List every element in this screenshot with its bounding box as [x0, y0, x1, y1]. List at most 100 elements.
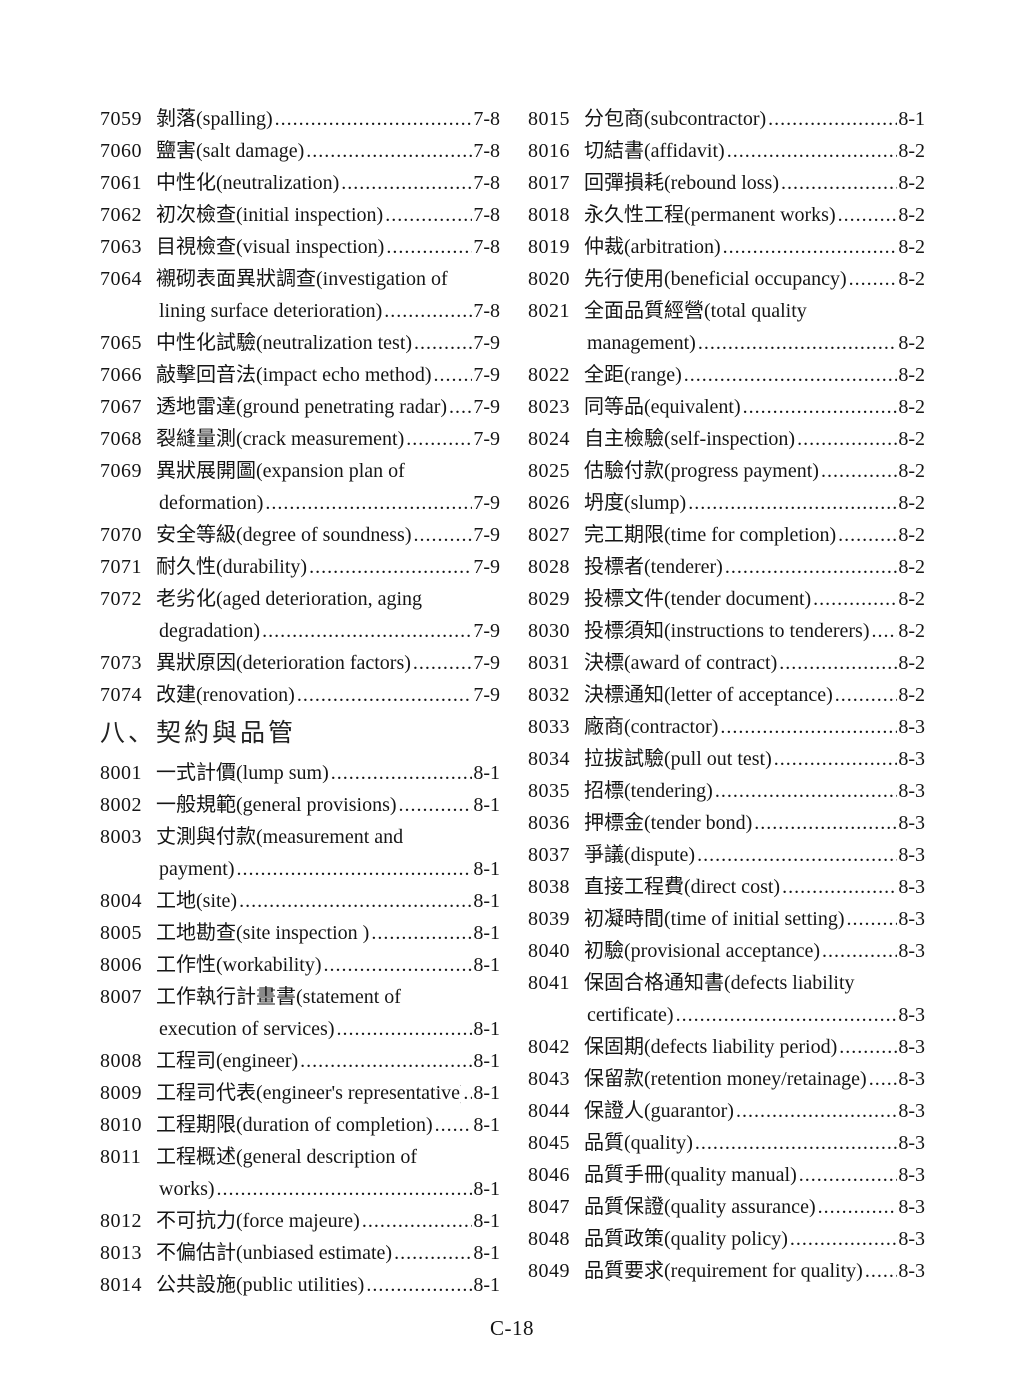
- entry-body: 爭議(dispute) 8-3: [584, 839, 925, 871]
- entry-body: 品質政策(quality policy) 8-3: [584, 1223, 925, 1255]
- entry-page: 7-9: [473, 364, 500, 386]
- dot-leader: [836, 199, 898, 231]
- entry-body: 直接工程費(direct cost) 8-3: [584, 871, 925, 903]
- entry-number: 7070: [100, 524, 142, 546]
- entry-body: 品質手冊(quality manual) 8-3: [584, 1159, 925, 1191]
- entry-line: 工地(site) 8-1: [156, 885, 500, 917]
- entry-term: 仲裁(arbitration): [584, 236, 721, 258]
- dot-leader: [237, 885, 472, 917]
- entry-page: 7-9: [473, 492, 500, 514]
- entry-line: 品質要求(requirement for quality) 8-3: [584, 1255, 925, 1287]
- entry-term: 品質(quality): [584, 1132, 693, 1154]
- entry-term: 坍度(slump): [584, 492, 687, 514]
- entry-number: 8006: [100, 954, 142, 976]
- dot-leader: [845, 903, 898, 935]
- entry-number: 7069: [100, 460, 142, 482]
- entry-number: 8039: [528, 908, 570, 930]
- entry-number: 8013: [100, 1242, 142, 1264]
- index-entry: 8004 工地(site) 8-1: [100, 885, 500, 917]
- dot-leader: [360, 1205, 473, 1237]
- entry-page: 8-2: [898, 204, 925, 226]
- entry-body: 剝落(spalling) 7-8: [156, 103, 500, 135]
- index-entry: 8012 不可抗力(force majeure) 8-1: [100, 1205, 500, 1237]
- entry-page: 7-9: [473, 332, 500, 354]
- entry-number: 8002: [100, 794, 142, 816]
- entry-page: 8-1: [473, 1274, 500, 1296]
- entry-line: 決標(award of contract) 8-2: [584, 647, 925, 679]
- entry-line: 全面品質經營(total quality: [584, 295, 925, 327]
- index-entry: 7068 裂縫量測(crack measurement) 7-9: [100, 423, 500, 455]
- dot-leader: [833, 679, 898, 711]
- entry-page: 8-3: [898, 844, 925, 866]
- dot-leader: [322, 949, 473, 981]
- entry-page: 7-9: [473, 524, 500, 546]
- entry-term: 保證人(guarantor): [584, 1100, 734, 1122]
- entry-body: 決標(award of contract) 8-2: [584, 647, 925, 679]
- entry-term: 一般規範(general provisions): [156, 794, 397, 816]
- entry-page: 8-1: [473, 1082, 500, 1104]
- entry-term: 工程司代表(engineer's representative): [156, 1082, 462, 1104]
- dot-leader: [263, 487, 472, 519]
- entry-line: 爭議(dispute) 8-3: [584, 839, 925, 871]
- entry-body: 工程概述(general description of works) 8-1: [156, 1141, 500, 1205]
- entry-term: 分包商(subcontractor): [584, 108, 767, 130]
- index-entry: 8008 工程司(engineer) 8-1: [100, 1045, 500, 1077]
- entry-number: 8007: [100, 986, 142, 1008]
- index-entry: 8024 自主檢驗(self-inspection) 8-2: [528, 423, 925, 455]
- index-entry: 8040 初驗(provisional acceptance) 8-3: [528, 935, 925, 967]
- entry-line: certificate) 8-3: [584, 999, 925, 1031]
- dot-leader: [384, 231, 472, 263]
- entry-term: 中性化試驗(neutralization test): [156, 332, 413, 354]
- index-entry: 7067 透地雷達(ground penetrating radar) 7-9: [100, 391, 500, 423]
- index-entry: 8036 押標金(tender bond) 8-3: [528, 807, 925, 839]
- entry-page: 8-2: [898, 428, 925, 450]
- entry-line: 襯砌表面異狀調查(investigation of: [156, 263, 500, 295]
- dot-leader: [837, 1031, 897, 1063]
- entry-term: 工作性(workability): [156, 954, 322, 976]
- entry-body: 品質保證(quality assurance) 8-3: [584, 1191, 925, 1223]
- index-entry: 8045 品質(quality) 8-3: [528, 1127, 925, 1159]
- entry-body: 品質(quality) 8-3: [584, 1127, 925, 1159]
- index-entry: 8021 全面品質經營(total quality management) 8-2: [528, 295, 925, 359]
- dot-leader: [295, 679, 472, 711]
- dot-leader: [686, 487, 897, 519]
- index-entry: 8011 工程概述(general description of works) 8-…: [100, 1141, 500, 1205]
- entry-number: 7067: [100, 396, 142, 418]
- entry-page: 8-3: [898, 1036, 925, 1058]
- entry-term: 裂縫量測(crack measurement): [156, 428, 405, 450]
- entry-body: 敲擊回音法(impact echo method) 7-9: [156, 359, 500, 391]
- entry-term: 一式計價(lump sum): [156, 762, 329, 784]
- entry-line: 剝落(spalling) 7-8: [156, 103, 500, 135]
- entry-term: 目視檢查(visual inspection): [156, 236, 385, 258]
- entry-number: 7060: [100, 140, 142, 162]
- index-entry: 7070 安全等級(degree of soundness) 7-9: [100, 519, 500, 551]
- index-entry: 7064 襯砌表面異狀調查(investigation of lining sur…: [100, 263, 500, 327]
- entry-page: 8-1: [898, 108, 925, 130]
- entry-term: payment): [159, 858, 235, 880]
- entry-number: 8024: [528, 428, 570, 450]
- entry-page: 8-3: [898, 780, 925, 802]
- entry-body: 一般規範(general provisions) 8-1: [156, 789, 500, 821]
- index-entry: 8015 分包商(subcontractor) 8-1: [528, 103, 925, 135]
- entry-line: 回彈損耗(rebound loss) 8-2: [584, 167, 925, 199]
- entry-line: 鹽害(salt damage) 7-8: [156, 135, 500, 167]
- entry-line: payment) 8-1: [156, 853, 500, 885]
- dot-leader: [836, 519, 897, 551]
- index-entry: 8002 一般規範(general provisions) 8-1: [100, 789, 500, 821]
- entry-number: 8033: [528, 716, 570, 738]
- entry-body: 鹽害(salt damage) 7-8: [156, 135, 500, 167]
- entry-term: 工作執行計畫書(statement of: [156, 986, 401, 1008]
- entry-line: 估驗付款(progress payment) 8-2: [584, 455, 925, 487]
- entry-number: 7072: [100, 588, 142, 610]
- entry-line: 保固期(defects liability period) 8-3: [584, 1031, 925, 1063]
- dot-leader: [725, 135, 898, 167]
- dot-leader: [432, 359, 473, 391]
- entry-line: management) 8-2: [584, 327, 925, 359]
- entry-body: 仲裁(arbitration) 8-2: [584, 231, 925, 263]
- entry-line: 裂縫量測(crack measurement) 7-9: [156, 423, 500, 455]
- entry-body: 招標(tendering) 8-3: [584, 775, 925, 807]
- dot-leader: [811, 583, 897, 615]
- entry-body: 工作執行計畫書(statement of execution of service…: [156, 981, 500, 1045]
- index-entry: 7071 耐久性(durability) 7-9: [100, 551, 500, 583]
- dot-leader: [693, 1127, 897, 1159]
